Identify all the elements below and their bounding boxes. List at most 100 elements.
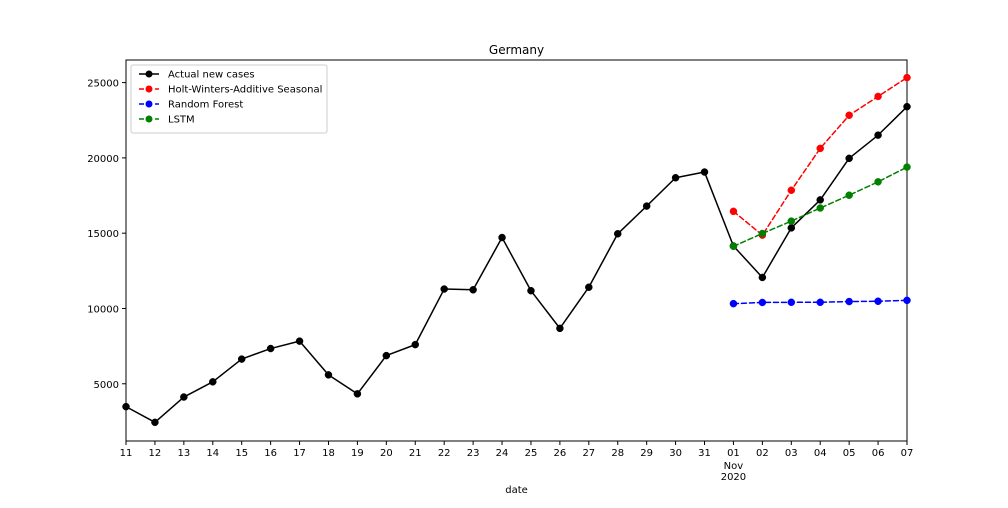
data-point [787, 298, 796, 307]
x-tick-label: 22 [438, 448, 451, 459]
x-tick-label: 28 [611, 448, 624, 459]
y-tick-label: 5000 [94, 380, 119, 391]
series-holt-winters-additive-seasonal [729, 73, 911, 239]
x-axis: 11 12 13 14 15 16 17 18 19 20 21 22 23 24 25 26 27 28 29 30… [120, 441, 914, 483]
y-tick-label: 10000 [87, 304, 119, 315]
legend-swatch-marker [145, 115, 153, 123]
data-point [729, 299, 738, 308]
data-point [845, 191, 853, 199]
x-tick-label: 03 [785, 448, 798, 459]
x-tick-label: 11 [120, 448, 133, 459]
x-tick-label: 27 [582, 448, 595, 459]
x-tick-label: 12 [149, 448, 162, 459]
x-tick-label: 13 [177, 448, 190, 459]
x-tick-label: 31 [698, 448, 711, 459]
legend-label: LSTM [168, 115, 195, 126]
data-point [816, 204, 824, 212]
legend-items: Actual new cases Holt-Winters-Additive Se… [139, 70, 322, 126]
x-tick-label: 15 [235, 448, 248, 459]
data-point [295, 337, 304, 345]
legend-swatch-marker [145, 70, 153, 78]
data-point [266, 344, 275, 353]
data-point [845, 154, 853, 163]
data-point [903, 163, 911, 171]
x-tick-label: 23 [467, 448, 480, 459]
data-point [787, 224, 796, 232]
y-axis: 5000 10000 15000 20000 25000 [87, 79, 126, 391]
series-random-forest [729, 296, 911, 308]
legend-box [130, 64, 328, 134]
x-tick-label: 21 [409, 448, 422, 459]
x-tick-label: 04 [814, 448, 827, 459]
x-tick-label: 25 [525, 448, 538, 459]
plot-frame [125, 59, 908, 442]
data-point [845, 297, 853, 306]
legend-label: Random Forest [168, 100, 243, 111]
series-lstm [729, 163, 911, 251]
data-point [122, 402, 130, 411]
x-tick-label: 07 [901, 448, 914, 459]
legend-item: Random Forest [139, 100, 243, 111]
data-point [758, 229, 767, 238]
x-tick-label: 30 [669, 448, 682, 459]
x-tick-label: 20 [380, 448, 393, 459]
data-point [469, 286, 477, 294]
data-point [903, 102, 911, 111]
plot-area: 11 12 13 14 15 16 17 18 19 20 21 22 23 24 25 26 27 28 29 30… [87, 59, 914, 483]
data-point [874, 178, 882, 186]
data-point [816, 196, 824, 204]
data-point [180, 393, 188, 401]
data-point [816, 144, 824, 153]
data-point [151, 418, 159, 427]
x-tick-sublabel: Nov [724, 461, 744, 472]
data-point [729, 242, 738, 251]
x-tick-label: 19 [351, 448, 364, 459]
x-tick-label: 06 [872, 448, 885, 459]
legend-swatch-marker [145, 85, 153, 93]
x-tick-label: 14 [206, 448, 219, 459]
data-point [845, 111, 853, 120]
data-point [903, 73, 911, 82]
y-tick-label: 20000 [87, 154, 119, 165]
x-tick-label: 17 [293, 448, 306, 459]
data-point [787, 186, 796, 195]
x-axis-label: date [505, 485, 528, 496]
x-tick-label: 18 [322, 448, 335, 459]
legend-label: Actual new cases [168, 70, 255, 81]
data-point [903, 296, 911, 305]
data-point [874, 297, 882, 305]
legend-item: Actual new cases [139, 70, 255, 81]
data-point [498, 233, 506, 242]
data-point [874, 92, 882, 101]
data-point [585, 283, 593, 291]
series-line [125, 105, 908, 424]
y-tick-label: 25000 [87, 79, 119, 90]
data-point [787, 217, 796, 225]
legend-item: Holt-Winters-Additive Seasonal [139, 85, 322, 96]
data-point [671, 174, 680, 182]
data-point [642, 202, 651, 210]
data-point [874, 131, 882, 139]
legend: Actual new cases Holt-Winters-Additive Se… [130, 64, 328, 134]
legend-item: LSTM [139, 115, 195, 126]
data-point [729, 207, 738, 216]
data-point [556, 324, 564, 333]
legend-label: Holt-Winters-Additive Seasonal [168, 85, 322, 96]
data-point [411, 340, 420, 349]
series-layer [122, 73, 911, 427]
x-tick-sublabel: 2020 [721, 472, 746, 483]
data-point [700, 168, 709, 176]
x-tick-label: 02 [756, 448, 769, 459]
data-point [613, 230, 622, 238]
data-point [758, 298, 767, 307]
data-point [382, 351, 391, 360]
legend-swatch-marker [145, 100, 153, 108]
chart-title: Germany [489, 43, 544, 57]
data-point [816, 298, 824, 307]
data-point [527, 286, 535, 295]
data-point [353, 390, 362, 398]
y-tick-label: 15000 [87, 229, 119, 240]
x-tick-label: 29 [640, 448, 653, 459]
